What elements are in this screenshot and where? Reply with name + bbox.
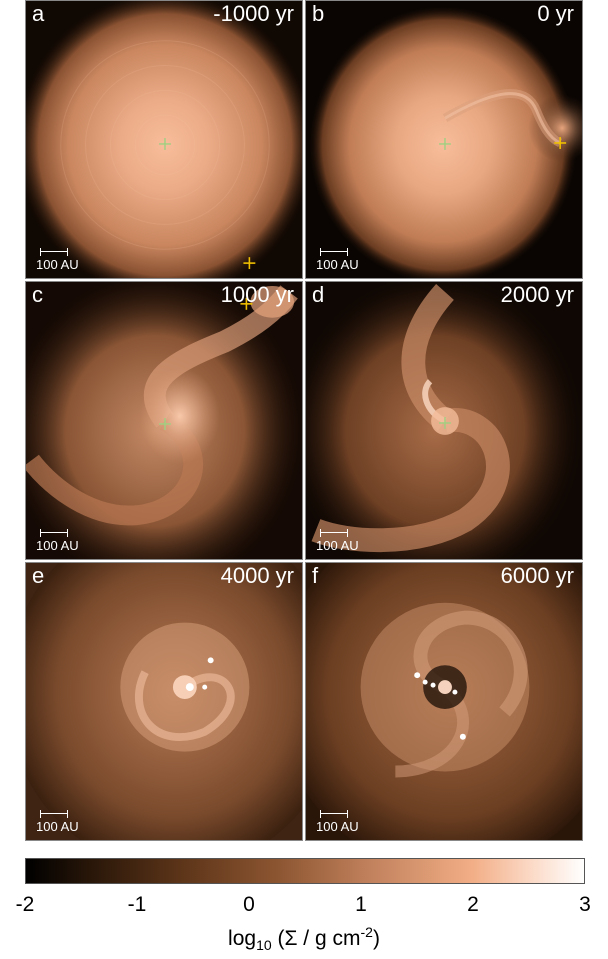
center-star-marker: [159, 418, 171, 430]
colorbar-label-sup: -2: [360, 924, 373, 940]
scale-bar-line: [320, 248, 348, 256]
density-map-c: [26, 282, 302, 559]
panel-d: d 2000 yr 100 AU: [305, 281, 583, 560]
center-star-marker: [439, 417, 451, 429]
scale-bar: 100 AU: [36, 246, 96, 272]
panel-letter: d: [312, 282, 325, 307]
scale-bar: 100 AU: [316, 808, 376, 834]
colorbar-label-sub: 10: [256, 937, 272, 954]
scale-bar: 100 AU: [316, 246, 376, 272]
panel-e: e 4000 yr 100 AU: [25, 562, 303, 841]
scale-bar: 100 AU: [36, 808, 96, 834]
colorbar-label-suffix: ): [372, 927, 380, 950]
scale-bar-line: [320, 529, 348, 537]
colorbar-tick: -2: [15, 893, 35, 916]
panel-time: -1000 yr: [213, 1, 294, 26]
colorbar-tick: 1: [355, 893, 367, 916]
panel-letter: b: [312, 1, 325, 26]
density-map-f: [306, 563, 582, 840]
panel-letter: e: [32, 563, 45, 588]
scale-bar-label: 100 AU: [316, 257, 359, 272]
scale-bar-line: [320, 810, 348, 818]
colorbar-label-mid: (Σ / g cm: [271, 927, 361, 950]
panel-b: b 0 yr 100 AU: [305, 0, 583, 279]
colorbar-tick: 2: [467, 893, 479, 916]
scale-bar-label: 100 AU: [36, 538, 79, 553]
companion-marker: [554, 137, 567, 149]
colorbar-tick: 3: [579, 893, 591, 916]
scale-bar: 100 AU: [36, 527, 96, 553]
center-star-marker: [439, 138, 451, 150]
colorbar-tick: -1: [127, 893, 147, 916]
panel-time: 6000 yr: [500, 563, 574, 588]
panel-time: 0 yr: [537, 1, 574, 26]
panel-c: c 1000 yr 100 AU: [25, 281, 303, 560]
panel-letter: a: [32, 1, 45, 26]
center-star-marker: [159, 138, 171, 150]
panel-time: 4000 yr: [220, 563, 294, 588]
colorbar-label-prefix: log: [228, 927, 257, 950]
panel-f: f 6000 yr 100 AU: [305, 562, 583, 841]
colorbar-label: log10 (Σ / g cm-2): [0, 924, 608, 953]
panel-time: 1000 yr: [220, 282, 294, 307]
scale-bar-label: 100 AU: [316, 538, 359, 553]
companion-marker: [240, 297, 253, 310]
panel-a: a -1000 yr 100 AU: [25, 0, 303, 279]
colorbar-tick: 0: [243, 893, 255, 916]
density-map-d: [306, 282, 582, 559]
scale-bar-label: 100 AU: [316, 819, 359, 834]
colorbar: [25, 858, 585, 884]
scale-bar-label: 100 AU: [36, 257, 79, 272]
panel-grid: a -1000 yr 100 AU: [25, 0, 585, 842]
density-map-a: [26, 1, 302, 278]
panel-letter: f: [312, 563, 319, 588]
scale-bar-line: [40, 529, 68, 537]
panel-letter: c: [32, 282, 43, 307]
scale-bar-line: [40, 248, 68, 256]
companion-marker: [243, 257, 256, 270]
density-map-e: [26, 563, 302, 840]
scale-bar-line: [40, 810, 68, 818]
scale-bar-label: 100 AU: [36, 819, 79, 834]
scale-bar: 100 AU: [316, 527, 376, 553]
density-map-b: [306, 1, 582, 278]
panel-time: 2000 yr: [500, 282, 574, 307]
